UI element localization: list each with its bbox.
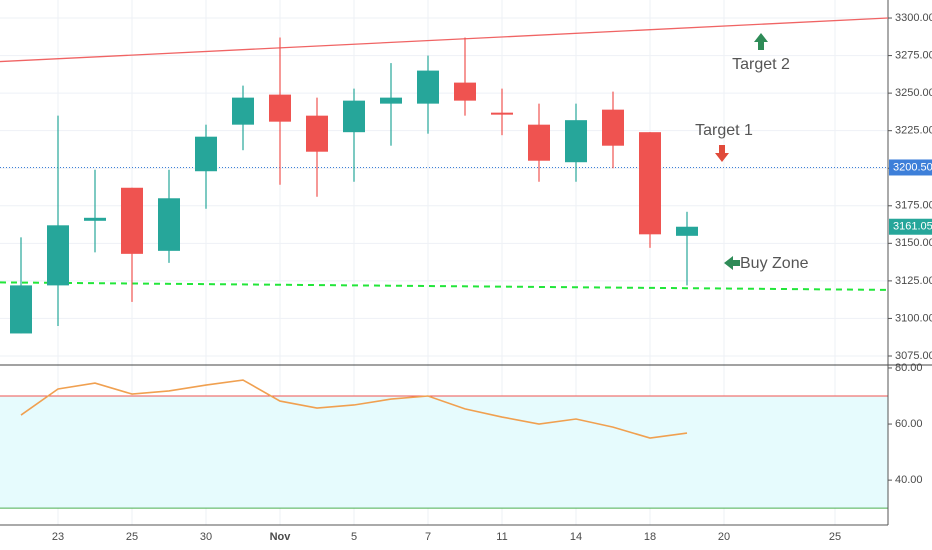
candle-body [158, 198, 180, 251]
y-tick-label: 3100.00 [895, 312, 932, 324]
rsi-y-tick-label: 80.00 [895, 362, 923, 374]
rsi-line [20, 379, 688, 439]
rsi-y-tick-label: 40.00 [895, 474, 923, 486]
candle-body [491, 112, 513, 115]
y-tick-label: 3125.00 [895, 275, 932, 287]
left-arrow [724, 256, 740, 270]
y-tick-label: 3075.00 [895, 350, 932, 362]
price-line-label-bg [889, 159, 932, 176]
candle-body [10, 285, 32, 334]
annotation: Target 1 [695, 122, 753, 139]
x-tick-label: 5 [351, 531, 357, 543]
x-tick-label: 11 [496, 531, 507, 543]
x-tick-label: Nov [270, 531, 292, 543]
candle-body [84, 217, 106, 221]
price-line-label: 3200.50 [893, 161, 932, 173]
candle-body [47, 225, 69, 286]
candle-body [232, 97, 254, 125]
y-tick-label: 3150.00 [895, 237, 932, 249]
candle-body [676, 226, 698, 236]
down-arrow [715, 145, 729, 162]
annotation: Target 2 [732, 56, 790, 73]
x-tick-label: 30 [200, 531, 212, 543]
y-tick-label: 3225.00 [895, 125, 932, 137]
y-tick-label: 3250.00 [895, 87, 932, 99]
rsi-y-tick-label: 60.00 [895, 418, 923, 430]
candle-body [454, 82, 476, 101]
candle-body [528, 124, 550, 161]
x-tick-label: 25 [126, 531, 138, 543]
candle-body [306, 115, 328, 152]
candle-body [417, 70, 439, 104]
support-line [0, 281, 889, 291]
x-tick-label: 25 [829, 531, 841, 543]
candle-body [121, 187, 143, 254]
last-price-label: 3161.05 [893, 221, 932, 233]
annotation: Buy Zone [740, 255, 809, 272]
candle-body [195, 136, 217, 172]
x-tick-label: 7 [425, 531, 431, 543]
x-tick-label: 14 [570, 531, 582, 543]
y-tick-label: 3300.00 [895, 12, 932, 24]
x-tick-label: 18 [644, 531, 656, 543]
candle-body [380, 97, 402, 104]
candle-body [343, 100, 365, 133]
candle-body [269, 94, 291, 122]
up-arrow [754, 33, 768, 50]
candle-body [565, 120, 587, 163]
candle-body [639, 132, 661, 235]
trendline [0, 17, 889, 63]
y-tick-label: 3175.00 [895, 200, 932, 212]
last-price-label-bg [889, 218, 932, 235]
rsi-band-fill [0, 396, 888, 509]
candle-body [602, 109, 624, 146]
y-tick-label: 3275.00 [895, 49, 932, 61]
x-tick-label: 23 [52, 531, 64, 543]
x-tick-label: 20 [718, 531, 730, 543]
